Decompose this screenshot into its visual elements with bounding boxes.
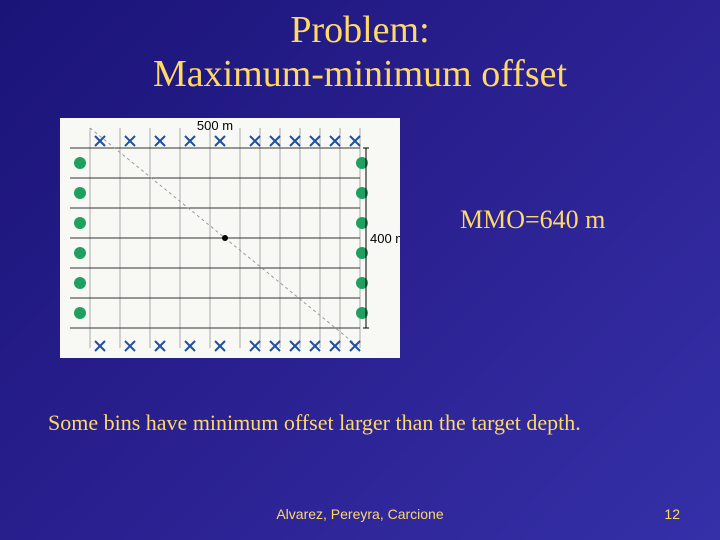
caption-text: Some bins have minimum offset larger tha…	[48, 410, 581, 436]
dim-label-width: 500 m	[197, 118, 233, 133]
dim-label-height: 400 m	[370, 231, 400, 246]
mmo-value: MMO=640 m	[460, 205, 605, 235]
survey-diagram: 500 m 400 m	[60, 118, 400, 358]
title-line-1: Problem:	[0, 8, 720, 52]
title-line-2: Maximum-minimum offset	[0, 52, 720, 96]
slide-title: Problem: Maximum-minimum offset	[0, 0, 720, 96]
slide-number: 12	[664, 506, 680, 522]
footer-authors: Alvarez, Pereyra, Carcione	[0, 506, 720, 522]
